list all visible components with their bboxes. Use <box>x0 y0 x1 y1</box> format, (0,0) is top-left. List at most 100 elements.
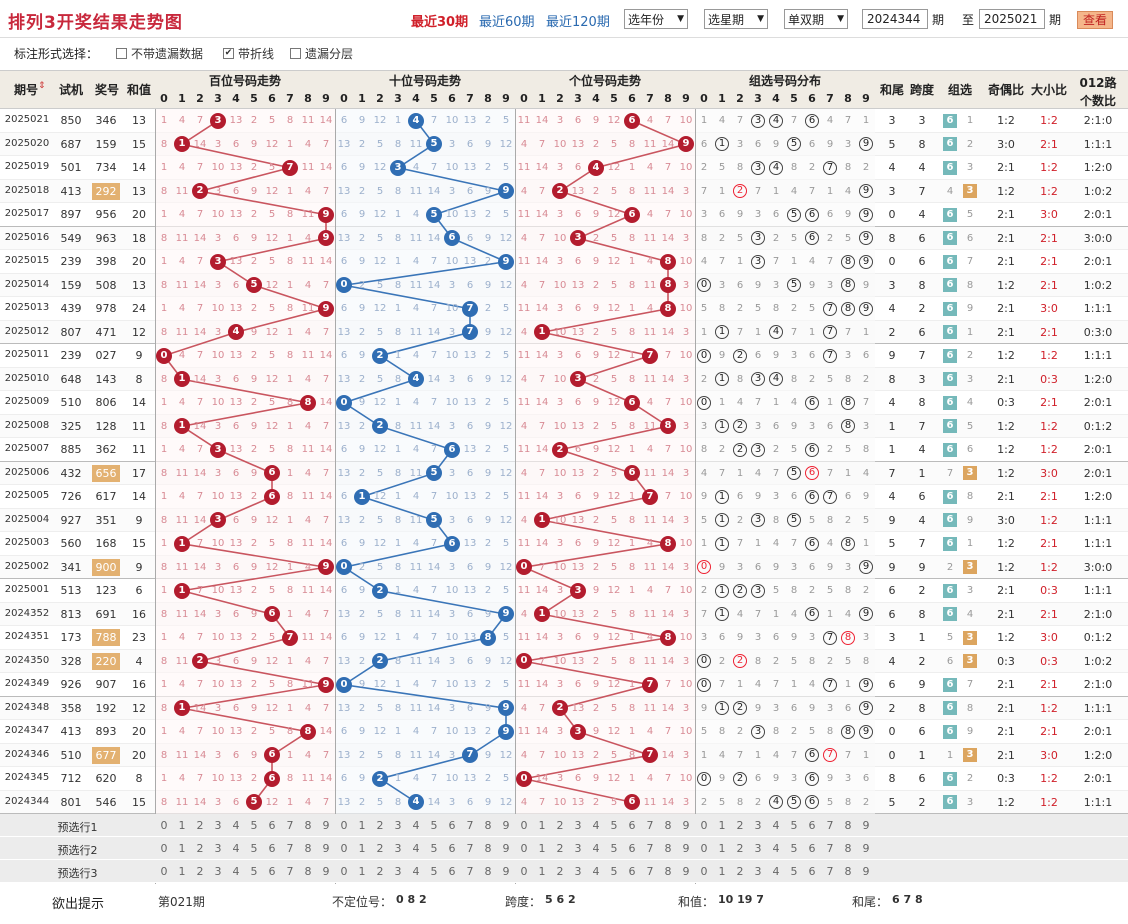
checkbox-checked-icon[interactable]: ✔ <box>223 48 234 59</box>
preselect-digit[interactable]: 8 <box>484 819 492 832</box>
preselect-digit[interactable]: 9 <box>682 865 690 878</box>
preselect-digit[interactable]: 7 <box>646 819 654 832</box>
preselect-digit[interactable]: 1 <box>178 842 186 855</box>
preselect-digit[interactable]: 0 <box>340 819 348 832</box>
year-select[interactable]: 选年份 ▼ <box>624 9 688 29</box>
preselect-digit[interactable]: 7 <box>646 842 654 855</box>
preselect-digit[interactable]: 4 <box>232 865 240 878</box>
preselect-digit[interactable]: 6 <box>628 865 636 878</box>
preselect-digit[interactable]: 3 <box>754 865 762 878</box>
preselect-digit[interactable]: 7 <box>286 865 294 878</box>
preselect-digit[interactable]: 0 <box>160 842 168 855</box>
preselect-digit[interactable]: 5 <box>250 819 258 832</box>
preselect-digit[interactable]: 2 <box>196 865 204 878</box>
preselect-digit[interactable]: 0 <box>340 842 348 855</box>
preselect-digit[interactable]: 4 <box>412 842 420 855</box>
preselect-digit[interactable]: 7 <box>466 865 474 878</box>
preselect-digit[interactable]: 5 <box>610 819 618 832</box>
option-layered[interactable]: 遗漏分层 <box>290 45 353 62</box>
preselect-digit[interactable]: 7 <box>646 865 654 878</box>
preselect-digit[interactable]: 1 <box>538 819 546 832</box>
preselect-digit[interactable]: 9 <box>322 819 330 832</box>
from-period-input[interactable]: 2024344 <box>862 9 928 29</box>
preselect-digit[interactable]: 6 <box>268 819 276 832</box>
preselect-digit[interactable]: 2 <box>736 842 744 855</box>
preselect-digit[interactable]: 8 <box>844 842 852 855</box>
preselect-digit[interactable]: 9 <box>862 842 870 855</box>
preselect-digit[interactable]: 7 <box>826 865 834 878</box>
preselect-digit[interactable]: 2 <box>196 842 204 855</box>
preselect-digit[interactable]: 6 <box>808 865 816 878</box>
preselect-digit[interactable]: 1 <box>538 865 546 878</box>
preselect-digit[interactable]: 3 <box>754 842 762 855</box>
preselect-digit[interactable]: 4 <box>592 865 600 878</box>
preselect-digit[interactable]: 6 <box>448 819 456 832</box>
preselect-digit[interactable]: 9 <box>502 842 510 855</box>
preselect-digit[interactable]: 8 <box>484 842 492 855</box>
preselect-digit[interactable]: 9 <box>322 842 330 855</box>
preselect-digit[interactable]: 5 <box>250 865 258 878</box>
preselect-digit[interactable]: 9 <box>322 865 330 878</box>
week-select[interactable]: 选星期 ▼ <box>704 9 768 29</box>
preselect-digit[interactable]: 7 <box>826 819 834 832</box>
preselect-digit[interactable]: 0 <box>340 865 348 878</box>
preselect-digit[interactable]: 1 <box>538 842 546 855</box>
preselect-digit[interactable]: 1 <box>718 819 726 832</box>
preselect-digit[interactable]: 5 <box>430 819 438 832</box>
preselect-digit[interactable]: 5 <box>250 842 258 855</box>
option-no-missing[interactable]: 不带遗漏数据 <box>116 45 203 62</box>
preselect-digit[interactable]: 2 <box>376 842 384 855</box>
preselect-digit[interactable]: 0 <box>520 865 528 878</box>
preselect-digit[interactable]: 6 <box>808 842 816 855</box>
preselect-digit[interactable]: 7 <box>466 819 474 832</box>
preselect-digit[interactable]: 1 <box>178 819 186 832</box>
preselect-digit[interactable]: 4 <box>772 865 780 878</box>
nav-recent-60[interactable]: 最近60期 <box>479 15 535 30</box>
preselect-digit[interactable]: 4 <box>772 819 780 832</box>
preselect-digit[interactable]: 9 <box>682 819 690 832</box>
preselect-digit[interactable]: 0 <box>520 819 528 832</box>
preselect-digit[interactable]: 0 <box>700 819 708 832</box>
preselect-digit[interactable]: 8 <box>664 865 672 878</box>
preselect-digit[interactable]: 4 <box>412 819 420 832</box>
preselect-digit[interactable]: 4 <box>592 842 600 855</box>
preselect-digit[interactable]: 3 <box>574 842 582 855</box>
preselect-digit[interactable]: 3 <box>574 819 582 832</box>
nav-recent-120[interactable]: 最近120期 <box>546 15 610 30</box>
preselect-digit[interactable]: 9 <box>862 819 870 832</box>
sort-arrows-icon[interactable]: ⇕ <box>38 81 46 91</box>
preselect-digit[interactable]: 9 <box>862 865 870 878</box>
preselect-digit[interactable]: 5 <box>790 842 798 855</box>
option-line[interactable]: ✔ 带折线 <box>223 45 274 62</box>
preselect-digit[interactable]: 7 <box>286 842 294 855</box>
preselect-digit[interactable]: 2 <box>556 819 564 832</box>
preselect-digit[interactable]: 1 <box>358 819 366 832</box>
preselect-digit[interactable]: 6 <box>628 842 636 855</box>
preselect-digit[interactable]: 2 <box>556 865 564 878</box>
preselect-digit[interactable]: 6 <box>268 842 276 855</box>
preselect-digit[interactable]: 2 <box>556 842 564 855</box>
preselect-digit[interactable]: 1 <box>718 842 726 855</box>
preselect-digit[interactable]: 6 <box>448 842 456 855</box>
preselect-digit[interactable]: 2 <box>736 819 744 832</box>
preselect-digit[interactable]: 9 <box>682 842 690 855</box>
preselect-digit[interactable]: 7 <box>826 842 834 855</box>
preselect-digit[interactable]: 3 <box>214 842 222 855</box>
preselect-digit[interactable]: 4 <box>592 819 600 832</box>
preselect-digit[interactable]: 8 <box>844 865 852 878</box>
preselect-digit[interactable]: 9 <box>502 819 510 832</box>
preselect-digit[interactable]: 2 <box>376 819 384 832</box>
preselect-digit[interactable]: 8 <box>484 865 492 878</box>
preselect-digit[interactable]: 4 <box>412 865 420 878</box>
preselect-digit[interactable]: 8 <box>304 865 312 878</box>
preselect-digit[interactable]: 2 <box>736 865 744 878</box>
preselect-digit[interactable]: 8 <box>844 819 852 832</box>
preselect-digit[interactable]: 3 <box>214 865 222 878</box>
preselect-digit[interactable]: 8 <box>664 842 672 855</box>
nav-recent-30[interactable]: 最近30期 <box>411 15 469 30</box>
preselect-digit[interactable]: 0 <box>700 842 708 855</box>
preselect-digit[interactable]: 9 <box>502 865 510 878</box>
checkbox-unchecked-icon[interactable] <box>290 48 301 59</box>
preselect-digit[interactable]: 2 <box>196 819 204 832</box>
oddeven-select[interactable]: 单双期 ▼ <box>784 9 848 29</box>
